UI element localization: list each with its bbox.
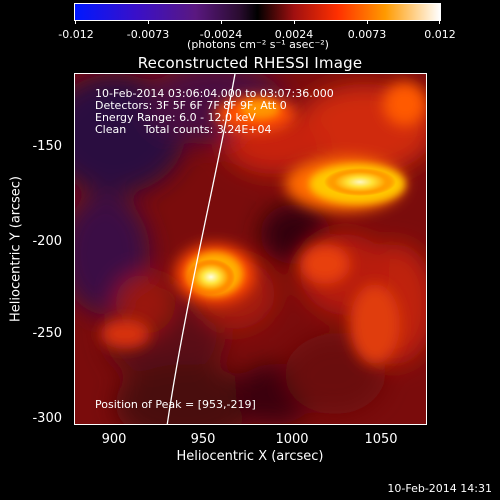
x-tick-label: 1050 — [364, 432, 398, 447]
y-tick-label: -300 — [32, 411, 62, 426]
colorbar-tick-label: 0.0024 — [274, 28, 314, 41]
colorbar-tick-label: -0.0024 — [199, 28, 243, 41]
x-tick-label: 1000 — [275, 432, 309, 447]
colorbar-tick — [294, 20, 295, 24]
rhessi-image — [74, 73, 427, 425]
x-tick-label: 950 — [190, 432, 216, 447]
x-tick-label: 900 — [101, 432, 127, 447]
clean-counts: Clean Total counts: 3.24E+04 — [95, 123, 272, 136]
rhessi-image-canvas — [75, 74, 426, 424]
colorbar-gradient — [75, 4, 440, 20]
page-title: Reconstructed RHESSI Image — [137, 54, 363, 72]
y-tick-label: -250 — [32, 326, 62, 341]
colorbar-tick-label: 0.012 — [424, 28, 456, 41]
x-axis-label: Heliocentric X (arcsec) — [176, 449, 324, 464]
peak-position: Position of Peak = [953,-219] — [95, 398, 256, 411]
colorbar-tick — [367, 20, 368, 24]
colorbar-tick-label: -0.0073 — [126, 28, 170, 41]
time-range: 10-Feb-2014 03:06:04.000 to 03:07:36.000 — [95, 87, 334, 100]
y-tick-label: -150 — [32, 139, 62, 154]
timestamp: 10-Feb-2014 14:31 — [387, 482, 492, 495]
colorbar-tick-label: -0.012 — [58, 28, 94, 41]
colorbar-tick — [439, 20, 440, 24]
colorbar-tick — [75, 20, 76, 24]
colorbar — [74, 3, 441, 21]
peak-source — [187, 259, 235, 295]
colorbar-units: (photons cm⁻² s⁻¹ asec⁻²) — [187, 38, 329, 51]
colorbar-tick — [221, 20, 222, 24]
solar-limb-line — [166, 74, 236, 424]
y-tick-label: -200 — [32, 234, 62, 249]
colorbar-tick-label: 0.0073 — [347, 28, 387, 41]
energy-range: Energy Range: 6.0 - 12.0 keV — [95, 111, 256, 124]
y-axis-label: Heliocentric Y (arcsec) — [8, 176, 24, 322]
detectors: Detectors: 3F 5F 6F 7F 8F 9F, Att 0 — [95, 99, 287, 112]
colorbar-tick — [148, 20, 149, 24]
